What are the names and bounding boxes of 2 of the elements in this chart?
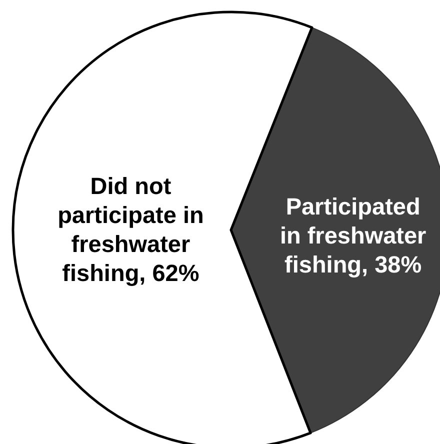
slice-label: Participated in freshwater fishing, 38% bbox=[280, 193, 426, 278]
slice-label: Did not participate in freshwater fishing, 62% bbox=[58, 173, 204, 286]
